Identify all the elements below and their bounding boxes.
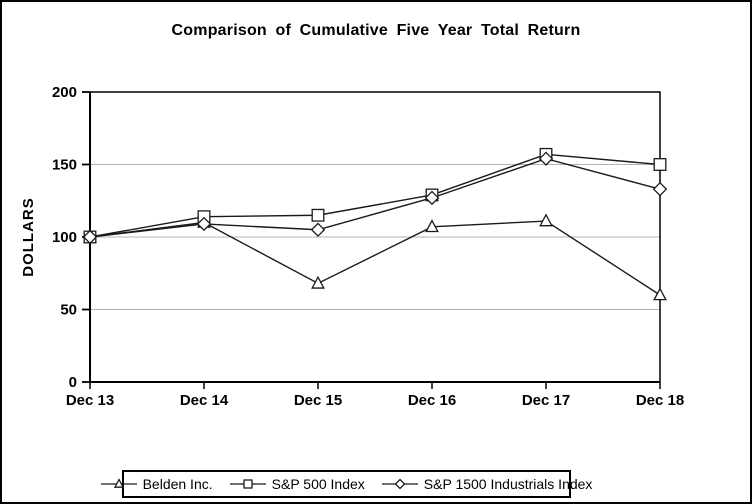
legend-square-line-icon (229, 479, 266, 489)
legend-entry-sp1500-industrials: S&P 1500 Industrials Index (381, 476, 593, 492)
chart-title: Comparison of Cumulative Five Year Total… (171, 22, 581, 39)
legend-triangle-line-icon (100, 478, 137, 488)
marker-triangle-belden-inc (311, 275, 325, 289)
legend-label: S&P 500 Index (271, 476, 365, 492)
legend-marker-diamond-icon (394, 478, 406, 490)
marker-square-s-p-500-index (311, 208, 325, 222)
marker-triangle-belden-inc (653, 287, 667, 301)
y-axis-title: DOLLARS (20, 197, 37, 277)
marker-square-s-p-500-index (653, 158, 667, 171)
legend-marker-triangle-icon (113, 478, 124, 488)
marker-diamond-s-p-1500-industrials-index (196, 216, 212, 232)
y-tick-label: 100 (52, 229, 77, 246)
legend-entry-belden-inc: Belden Inc. (100, 476, 213, 492)
series-line-s-p-500-index (89, 153, 661, 238)
x-tick-label: Dec 16 (408, 392, 456, 409)
legend: Belden Inc. S&P 500 Index S&P 1500 Indus… (100, 470, 592, 498)
marker-diamond-s-p-1500-industrials-index (652, 181, 668, 197)
legend-diamond-line-icon (381, 478, 418, 490)
x-tick-label: Dec 14 (180, 392, 229, 409)
y-tick-label: 50 (60, 302, 77, 319)
x-tick-label: Dec 15 (294, 392, 342, 409)
series-line-belden-inc (89, 220, 661, 296)
x-tick-label: Dec 18 (636, 392, 684, 409)
marker-triangle-belden-inc (539, 213, 553, 227)
marker-diamond-s-p-1500-industrials-index (424, 190, 440, 206)
legend-entry-sp500: S&P 500 Index (229, 476, 365, 492)
marker-diamond-s-p-1500-industrials-index (310, 222, 326, 237)
legend-label: S&P 1500 Industrials Index (423, 476, 593, 492)
marker-triangle-belden-inc (425, 219, 439, 233)
y-tick-label: 0 (69, 374, 77, 391)
x-tick-label: Dec 13 (66, 392, 114, 409)
series-line-s-p-1500-industrials-index (89, 157, 661, 238)
marker-diamond-s-p-1500-industrials-index (538, 151, 554, 166)
x-tick-label: Dec 17 (522, 392, 570, 409)
legend-marker-square-icon (242, 479, 253, 489)
y-tick-label: 150 (52, 157, 77, 174)
y-tick-label: 200 (52, 84, 77, 101)
marker-diamond-s-p-1500-industrials-index (82, 229, 98, 245)
legend-label: Belden Inc. (142, 476, 213, 492)
